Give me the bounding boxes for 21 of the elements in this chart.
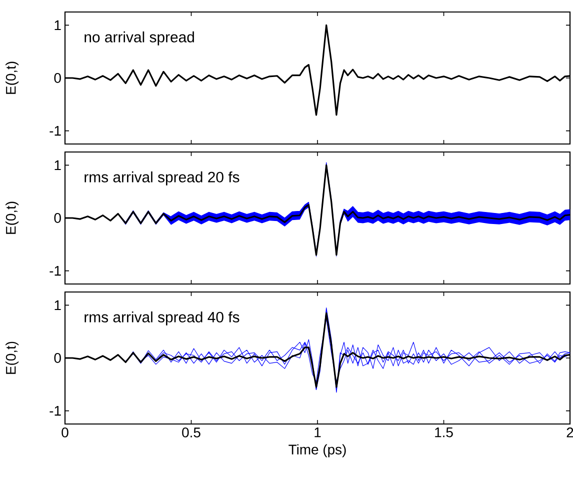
y-tick-label: 1 — [54, 300, 61, 310]
y-tick-label: 0 — [54, 213, 61, 223]
y-tick-label: -1 — [50, 406, 61, 416]
y-axis-title: E(0,t) — [6, 342, 19, 374]
x-tick-label: 1.5 — [435, 428, 453, 438]
annotation: no arrival spread — [84, 31, 194, 46]
x-axis-title: Time (ps) — [288, 444, 346, 458]
annotation: rms arrival spread 20 fs — [84, 171, 240, 186]
x-tick-label: 2 — [566, 428, 573, 438]
y-axis-title: E(0,t) — [6, 202, 19, 234]
x-tick-label: 1 — [314, 428, 321, 438]
y-tick-label: 1 — [54, 20, 61, 30]
y-tick-label: -1 — [50, 126, 61, 136]
y-tick-label: 0 — [54, 353, 61, 363]
y-tick-label: -1 — [50, 266, 61, 276]
y-tick-label: 1 — [54, 160, 61, 170]
y-tick-label: 0 — [54, 73, 61, 83]
x-tick-label: 0 — [62, 428, 68, 438]
x-tick-label: 0.5 — [182, 428, 200, 438]
annotation: rms arrival spread 40 fs — [84, 311, 240, 326]
y-axis-title: E(0,t) — [6, 62, 19, 94]
